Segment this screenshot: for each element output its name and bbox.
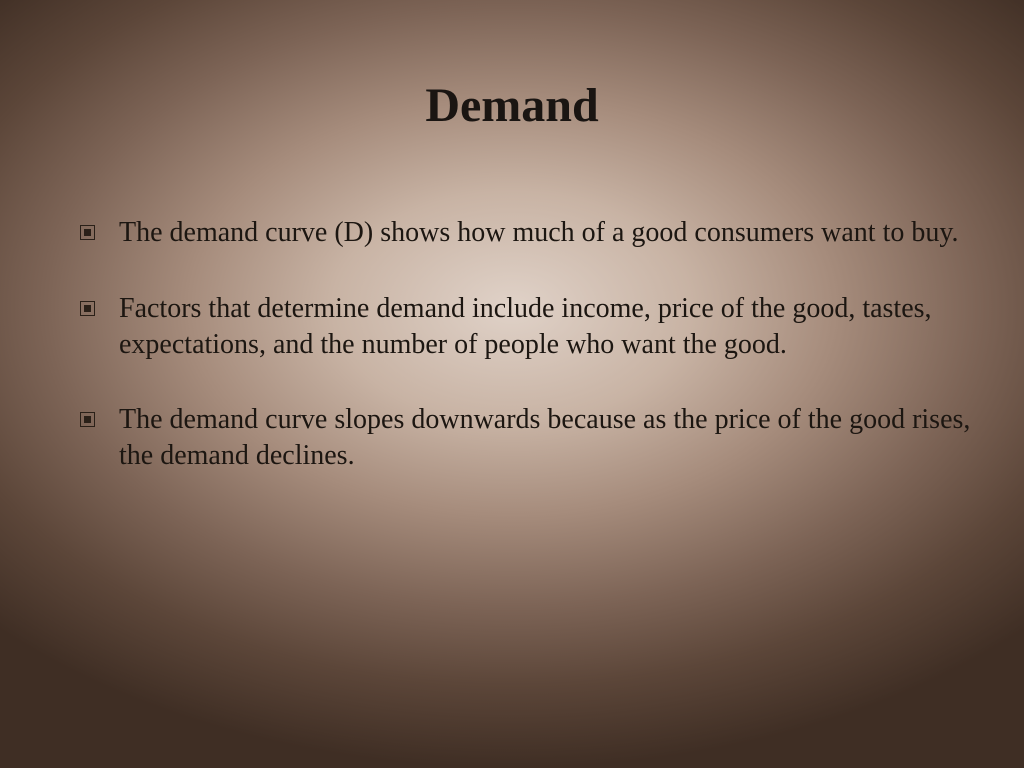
list-item: The demand curve slopes downwards becaus…: [80, 402, 974, 474]
list-item: Factors that determine demand include in…: [80, 291, 974, 363]
slide: Demand The demand curve (D) shows how mu…: [0, 0, 1024, 768]
slide-content: The demand curve (D) shows how much of a…: [80, 215, 974, 514]
bullet-text: Factors that determine demand include in…: [119, 291, 974, 363]
bullet-text: The demand curve slopes downwards becaus…: [119, 402, 974, 474]
slide-title: Demand: [0, 78, 1024, 133]
square-bullet-icon: [80, 301, 95, 316]
list-item: The demand curve (D) shows how much of a…: [80, 215, 974, 251]
square-bullet-icon: [80, 412, 95, 427]
square-bullet-icon: [80, 225, 95, 240]
bullet-text: The demand curve (D) shows how much of a…: [119, 215, 959, 251]
